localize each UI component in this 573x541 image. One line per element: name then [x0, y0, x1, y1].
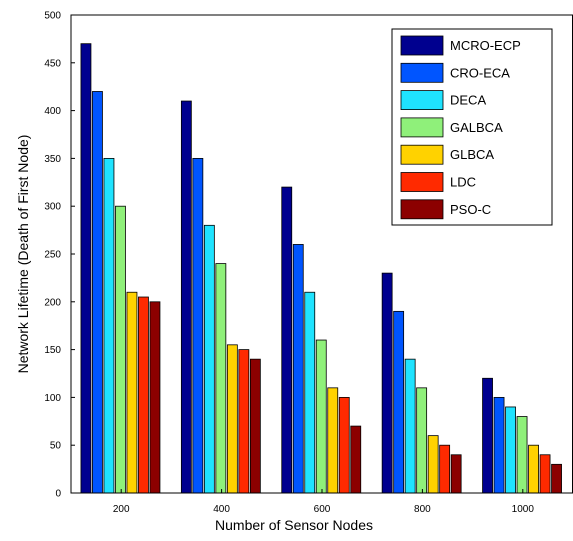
legend-swatch-glbca [400, 144, 444, 165]
bar-mcro-ecp-1000 [482, 377, 493, 494]
y-tick-label: 450 [44, 58, 61, 69]
bar-pso-c-800 [450, 454, 462, 494]
bar-galbca-400 [215, 263, 227, 494]
legend-swatch-ldc [400, 172, 444, 192]
y-axis-label: Network Lifetime (Death of First Node) [15, 135, 31, 374]
y-tick-label: 100 [44, 393, 61, 404]
legend-swatch-cro-eca [400, 62, 444, 83]
legend-swatch-mcro-ecp [400, 35, 444, 56]
x-axis-label: Number of Sensor Nodes [215, 517, 373, 533]
bar-galbca-1000 [516, 416, 528, 494]
legend-label-ldc: LDC [450, 175, 476, 190]
y-tick-label: 400 [44, 106, 61, 117]
bar-cro-eca-600 [292, 244, 304, 494]
bar-galbca-800 [416, 387, 428, 494]
bar-deca-200 [103, 157, 115, 494]
bar-ldc-1000 [539, 454, 551, 494]
bar-ldc-800 [439, 444, 451, 494]
y-tick-label: 250 [44, 250, 61, 261]
y-tick-label: 300 [44, 202, 61, 213]
bar-galbca-200 [115, 205, 126, 494]
y-tick-label: 350 [44, 154, 61, 165]
y-tick-label: 200 [44, 297, 61, 308]
bar-cro-eca-1000 [493, 396, 505, 494]
legend-label-cro-eca: CRO-ECA [450, 65, 510, 80]
x-ticks: 200 400 600 800 1000 [113, 489, 535, 515]
legend-swatch-pso-c [400, 199, 444, 220]
bar-pso-c-200 [149, 301, 161, 494]
bar-deca-800 [404, 358, 416, 494]
bar-glbca-600 [327, 387, 339, 494]
y-tick-label: 0 [55, 489, 61, 500]
bar-mcro-ecp-600 [281, 186, 293, 494]
bar-ldc-200 [138, 296, 149, 494]
y-ticks: 0 50 100 150 200 250 300 350 400 450 500 [44, 11, 75, 500]
bar-deca-400 [203, 224, 215, 494]
x-tick-label: 1000 [512, 504, 535, 515]
bar-glbca-200 [126, 291, 138, 494]
bar-mcro-ecp-400 [180, 100, 192, 494]
bar-cro-eca-800 [393, 310, 405, 494]
bar-glbca-1000 [528, 444, 539, 494]
x-tick-label: 400 [213, 504, 230, 515]
bar-glbca-400 [226, 344, 238, 494]
legend-swatch-galbca [400, 117, 444, 138]
x-tick-label: 200 [113, 504, 130, 515]
bar-mcro-ecp-200 [80, 43, 92, 494]
x-tick-label: 600 [314, 504, 331, 515]
legend-label-mcro-ecp: MCRO-ECP [450, 38, 521, 53]
legend-swatch-deca [400, 90, 444, 110]
y-tick-label: 50 [50, 441, 62, 452]
bar-deca-1000 [505, 406, 516, 494]
bar-pso-c-600 [350, 425, 362, 494]
bar-cro-eca-200 [92, 91, 103, 494]
bar-ldc-600 [338, 396, 350, 494]
bar-pso-c-1000 [551, 463, 562, 494]
legend: MCRO-ECP CRO-ECA DECA GALBCA GLBCA LDC PSO-C [391, 28, 553, 226]
legend-label-deca: DECA [450, 93, 486, 108]
bar-cro-eca-400 [192, 157, 204, 494]
bar-deca-600 [304, 291, 316, 494]
bar-ldc-400 [238, 349, 250, 494]
x-tick-label: 800 [414, 504, 431, 515]
bar-glbca-800 [427, 435, 439, 494]
y-tick-label: 150 [44, 345, 61, 356]
bars-group [80, 43, 562, 494]
bar-pso-c-400 [249, 358, 261, 494]
legend-label-pso-c: PSO-C [450, 202, 491, 217]
y-tick-label: 500 [44, 11, 61, 22]
bar-mcro-ecp-800 [381, 272, 393, 494]
legend-label-glbca: GLBCA [450, 147, 494, 162]
bar-galbca-600 [315, 339, 327, 494]
legend-label-galbca: GALBCA [450, 120, 503, 135]
